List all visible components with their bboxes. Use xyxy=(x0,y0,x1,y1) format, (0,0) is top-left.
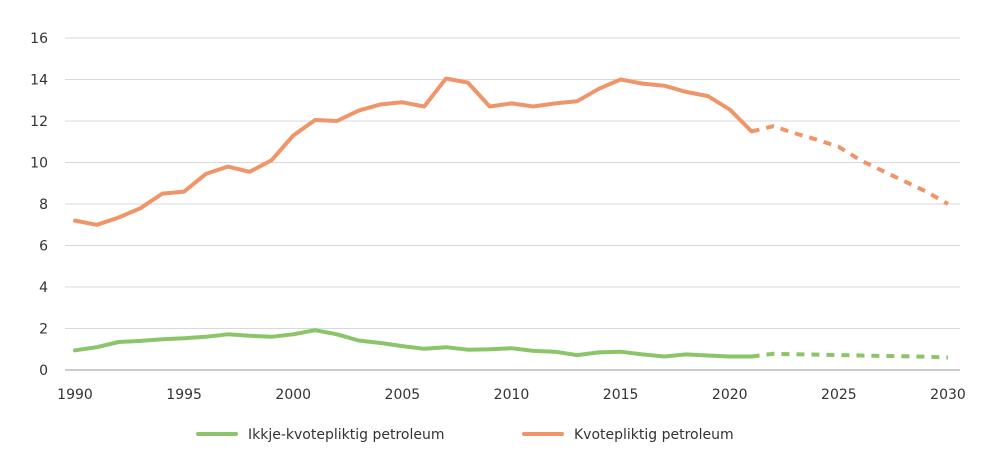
y-tick-label-14: 14 xyxy=(30,73,48,89)
x-axis-ticks: 1990 1995 2000 2005 2010 2015 2020 2025 2030 xyxy=(57,387,966,403)
series-projection-kvotepliktig-petroleum xyxy=(751,124,949,206)
series-projection-ikkje-kvotepliktig-petroleum xyxy=(751,351,949,360)
x-tick-label-2015: 2015 xyxy=(603,387,639,403)
x-tick-label-2010: 2010 xyxy=(494,387,530,403)
x-tick-label-2025: 2025 xyxy=(821,387,857,403)
series-line-ikkje-kvotepliktig-petroleum xyxy=(73,328,754,359)
x-tick-label-2000: 2000 xyxy=(275,387,311,403)
legend-label-ikkje-kvotepliktig-petroleum: Ikkje-kvotepliktig petroleum xyxy=(248,427,444,443)
x-tick-label-2020: 2020 xyxy=(712,387,748,403)
y-tick-label-6: 6 xyxy=(39,239,48,255)
y-tick-label-8: 8 xyxy=(39,197,48,213)
y-tick-label-4: 4 xyxy=(39,280,48,296)
x-tick-label-1995: 1995 xyxy=(166,387,202,403)
y-tick-label-10: 10 xyxy=(30,156,48,172)
legend-label-kvotepliktig-petroleum: Kvotepliktig petroleum xyxy=(574,427,734,443)
y-tick-label-2: 2 xyxy=(39,322,48,338)
y-axis-ticks: 0 2 4 6 8 10 12 14 16 xyxy=(30,31,48,379)
x-tick-label-2030: 2030 xyxy=(930,387,966,403)
legend: Ikkje-kvotepliktig petroleum Kvotepliktig… xyxy=(196,427,734,443)
series-lines xyxy=(73,76,949,360)
y-tick-label-16: 16 xyxy=(30,31,48,47)
x-tick-label-2005: 2005 xyxy=(385,387,421,403)
y-tick-label-12: 12 xyxy=(30,114,48,130)
series-line-kvotepliktig-petroleum xyxy=(73,76,754,227)
y-tick-label-0: 0 xyxy=(39,363,48,379)
grid-lines xyxy=(65,37,960,371)
x-tick-label-1990: 1990 xyxy=(57,387,93,403)
